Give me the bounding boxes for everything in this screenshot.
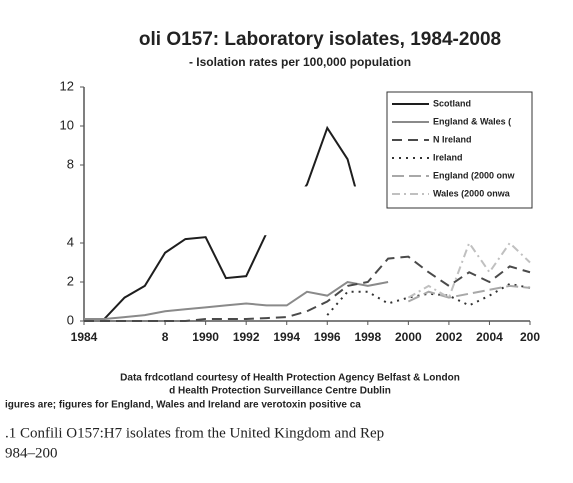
x-tick-label: 200 xyxy=(520,330,540,344)
legend-label: Wales (2000 onwa xyxy=(433,188,511,198)
scan-artifact xyxy=(92,186,392,236)
note: igures are; figures for England, Wales a… xyxy=(5,400,361,411)
x-tick-label: 1990 xyxy=(192,330,219,344)
x-tick-label: 1984 xyxy=(71,330,98,344)
legend-label: Ireland xyxy=(433,152,463,162)
chart-subtitle: - Isolation rates per 100,000 population xyxy=(189,55,411,69)
legend-label: England & Wales ( xyxy=(433,116,511,126)
y-tick-label: 2 xyxy=(67,273,74,288)
legend-label: N Ireland xyxy=(433,134,472,144)
y-tick-label: 12 xyxy=(60,78,74,93)
y-tick-label: 4 xyxy=(67,234,74,249)
note: d Health Protection Surveillance Centre … xyxy=(169,386,391,397)
y-tick-label: 10 xyxy=(60,117,74,132)
series-line xyxy=(84,125,369,321)
series-line xyxy=(84,280,389,321)
legend-label: England (2000 onw xyxy=(433,170,516,180)
x-tick-label: 1996 xyxy=(314,330,341,344)
x-tick-label: 1994 xyxy=(273,330,300,344)
x-tick-label: 2002 xyxy=(436,330,463,344)
x-tick-label: 2004 xyxy=(476,330,503,344)
x-tick-label: 8 xyxy=(162,330,169,344)
caption: 984–200 xyxy=(5,445,58,461)
series-line xyxy=(407,240,531,300)
legend-label: Scotland xyxy=(433,98,471,108)
series-line xyxy=(84,255,531,322)
legend-box xyxy=(386,91,533,209)
caption: .1 Confili O157:H7 isolates from the Uni… xyxy=(5,425,384,441)
series-line xyxy=(326,282,531,316)
x-tick-label: 1992 xyxy=(233,330,260,344)
y-tick-label: 0 xyxy=(67,312,74,327)
x-tick-label: 1998 xyxy=(354,330,381,344)
x-tick-label: 2000 xyxy=(395,330,422,344)
note: Data frdcotland courtesy of Health Prote… xyxy=(120,373,460,384)
series-line xyxy=(407,284,531,303)
chart-title: oli O157: Laboratory isolates, 1984-2008 xyxy=(139,29,501,50)
y-tick-label: 8 xyxy=(67,156,74,171)
